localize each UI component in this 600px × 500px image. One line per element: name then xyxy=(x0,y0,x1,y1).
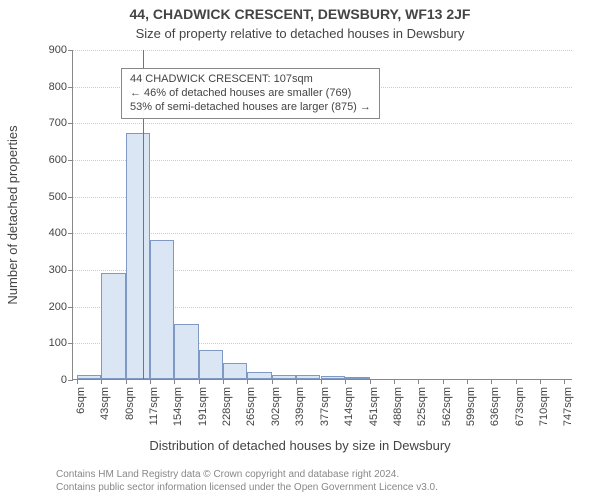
annotation-line: 44 CHADWICK CRESCENT: 107sqm xyxy=(130,73,371,87)
x-tick-label: 488sqm xyxy=(392,387,404,426)
histogram-bar xyxy=(321,376,345,379)
x-tick-mark xyxy=(174,379,175,384)
x-tick-mark xyxy=(345,379,346,384)
x-tick-label: 80sqm xyxy=(124,387,136,420)
x-tick-mark xyxy=(101,379,102,384)
histogram-bar xyxy=(126,133,150,379)
x-tick-mark xyxy=(443,379,444,384)
histogram-bar xyxy=(77,375,101,379)
plot-area: 0100200300400500600700800900 6sqm43sqm80… xyxy=(72,50,572,380)
x-tick-mark xyxy=(516,379,517,384)
y-tick-label: 900 xyxy=(49,44,73,56)
footer-line: Contains HM Land Registry data © Crown c… xyxy=(56,469,438,482)
chart-container: 44, CHADWICK CRESCENT, DEWSBURY, WF13 2J… xyxy=(0,0,600,500)
x-tick-label: 747sqm xyxy=(562,387,574,426)
x-tick-mark xyxy=(540,379,541,384)
y-tick-label: 0 xyxy=(61,374,73,386)
x-tick-label: 599sqm xyxy=(465,387,477,426)
histogram-bar xyxy=(247,372,271,379)
y-tick-label: 100 xyxy=(49,337,73,349)
y-tick-label: 200 xyxy=(49,301,73,313)
histogram-bar xyxy=(272,375,296,379)
x-tick-mark xyxy=(394,379,395,384)
x-tick-label: 6sqm xyxy=(75,387,87,414)
x-tick-mark xyxy=(296,379,297,384)
x-tick-label: 525sqm xyxy=(416,387,428,426)
x-tick-mark xyxy=(564,379,565,384)
histogram-bar xyxy=(174,324,198,379)
x-tick-label: 43sqm xyxy=(99,387,111,420)
y-tick-label: 400 xyxy=(49,227,73,239)
y-tick-label: 300 xyxy=(49,264,73,276)
annotation-line: 53% of semi-detached houses are larger (… xyxy=(130,101,371,115)
x-tick-label: 710sqm xyxy=(538,387,550,426)
x-tick-label: 562sqm xyxy=(441,387,453,426)
x-tick-label: 636sqm xyxy=(489,387,501,426)
y-tick-label: 700 xyxy=(49,117,73,129)
x-tick-mark xyxy=(199,379,200,384)
y-axis-label: Number of detached properties xyxy=(5,125,20,304)
x-tick-mark xyxy=(491,379,492,384)
x-axis-label: Distribution of detached houses by size … xyxy=(0,438,600,453)
histogram-bar xyxy=(199,350,223,379)
grid-line xyxy=(73,123,572,124)
x-tick-mark xyxy=(150,379,151,384)
annotation-box: 44 CHADWICK CRESCENT: 107sqm← 46% of det… xyxy=(121,68,380,119)
x-tick-label: 265sqm xyxy=(245,387,257,426)
x-tick-label: 414sqm xyxy=(343,387,355,426)
x-tick-label: 154sqm xyxy=(172,387,184,426)
histogram-bar xyxy=(296,375,320,379)
annotation-line: ← 46% of detached houses are smaller (76… xyxy=(130,87,371,101)
y-tick-label: 600 xyxy=(49,154,73,166)
x-tick-label: 191sqm xyxy=(197,387,209,426)
x-tick-mark xyxy=(77,379,78,384)
x-tick-mark xyxy=(247,379,248,384)
chart-title: 44, CHADWICK CRESCENT, DEWSBURY, WF13 2J… xyxy=(0,6,600,22)
y-tick-label: 500 xyxy=(49,191,73,203)
x-tick-label: 228sqm xyxy=(221,387,233,426)
histogram-bar xyxy=(223,363,247,380)
x-tick-label: 451sqm xyxy=(368,387,380,426)
x-tick-mark xyxy=(370,379,371,384)
x-tick-mark xyxy=(321,379,322,384)
x-tick-mark xyxy=(467,379,468,384)
x-tick-mark xyxy=(418,379,419,384)
histogram-bar xyxy=(150,240,174,379)
x-tick-mark xyxy=(272,379,273,384)
x-tick-label: 377sqm xyxy=(319,387,331,426)
x-tick-label: 673sqm xyxy=(514,387,526,426)
histogram-bar xyxy=(345,377,369,379)
x-tick-label: 302sqm xyxy=(270,387,282,426)
x-tick-label: 339sqm xyxy=(294,387,306,426)
histogram-bar xyxy=(101,273,125,379)
grid-line xyxy=(73,50,572,51)
footer-attribution: Contains HM Land Registry data © Crown c… xyxy=(56,469,438,494)
x-tick-label: 117sqm xyxy=(148,387,160,425)
x-tick-mark xyxy=(126,379,127,384)
footer-line: Contains public sector information licen… xyxy=(56,482,438,495)
x-tick-mark xyxy=(223,379,224,384)
y-tick-label: 800 xyxy=(49,81,73,93)
chart-subtitle: Size of property relative to detached ho… xyxy=(0,26,600,41)
